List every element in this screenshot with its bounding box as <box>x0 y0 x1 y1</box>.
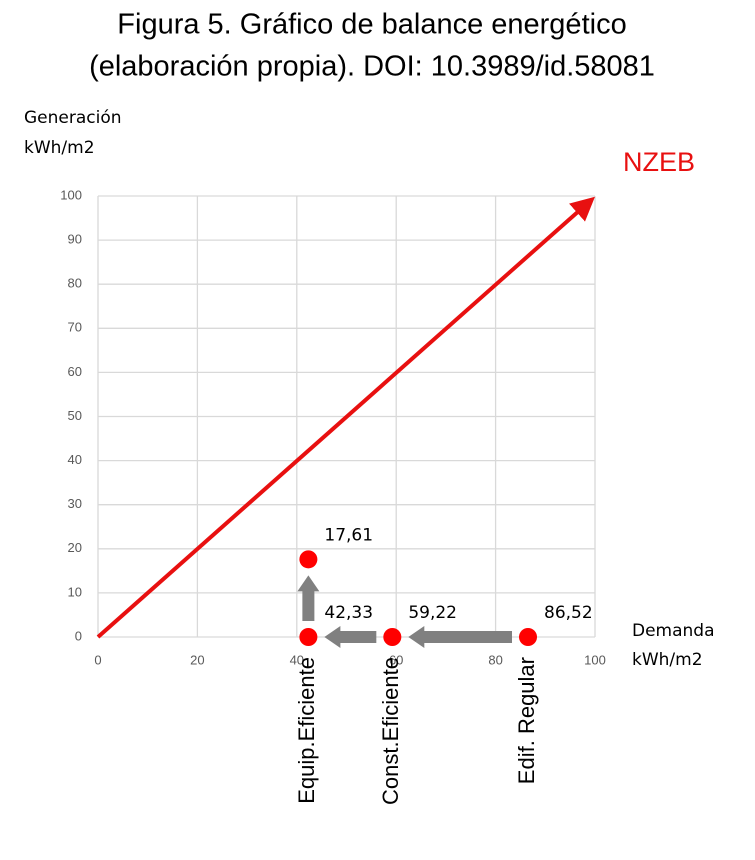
x-axis-label: kWh/m2 <box>632 650 703 670</box>
flow-arrow <box>297 575 320 621</box>
x-tick-label: 0 <box>94 652 101 667</box>
y-tick-label: 70 <box>68 320 82 335</box>
x-tick-label: 100 <box>584 652 606 667</box>
data-label: 86,52 <box>544 603 593 623</box>
x-tick-label: 80 <box>488 652 502 667</box>
point <box>519 628 538 646</box>
y-tick-label: 0 <box>75 628 82 643</box>
flow-arrow <box>408 626 513 648</box>
data-label: 59,22 <box>408 603 457 623</box>
data-label: 42,33 <box>324 603 373 623</box>
y-tick-label: 100 <box>60 187 82 202</box>
point <box>299 550 318 569</box>
chart-title: (elaboración propia). DOI: 10.3989/id.58… <box>89 51 655 83</box>
y-tick-label: 30 <box>68 496 82 511</box>
category-label: Const.Eficiente <box>378 657 403 805</box>
y-tick-label: 40 <box>68 452 82 467</box>
flow-arrow <box>324 626 377 648</box>
y-axis-label: kWh/m2 <box>24 138 95 158</box>
y-tick-label: 50 <box>68 408 82 423</box>
x-tick-label: 40 <box>290 652 304 667</box>
y-tick-label: 60 <box>68 364 82 379</box>
x-tick-label: 60 <box>389 652 403 667</box>
category-label: Equip.Eficiente <box>294 657 319 804</box>
y-axis-label: Generación <box>24 108 122 128</box>
y-tick-label: 20 <box>68 540 82 555</box>
chart-title: Figura 5. Gráfico de balance energético <box>117 9 626 41</box>
x-axis-label: Demanda <box>632 621 715 641</box>
y-tick-label: 10 <box>68 584 82 599</box>
point <box>383 628 402 646</box>
data-label: 17,61 <box>324 525 373 545</box>
y-tick-label: 80 <box>68 276 82 291</box>
reference-label: NZEB <box>623 147 695 177</box>
x-tick-label: 20 <box>190 652 204 667</box>
y-tick-label: 90 <box>68 232 82 247</box>
category-label: Edif. Regular <box>514 657 539 784</box>
point <box>299 628 318 646</box>
reference-line <box>96 196 595 639</box>
